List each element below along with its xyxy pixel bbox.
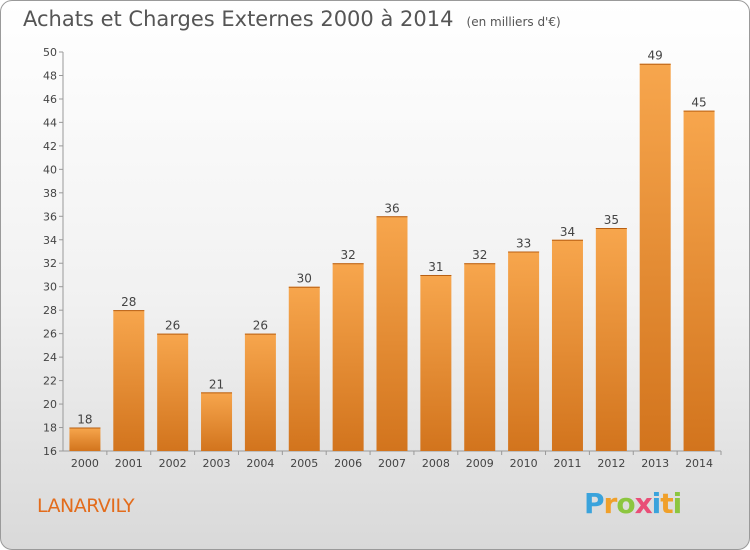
- logo-letter: t: [660, 487, 673, 520]
- data-label: 18: [77, 413, 92, 427]
- bar: [69, 427, 101, 451]
- x-tick-label: 2008: [422, 457, 450, 470]
- data-label: 36: [384, 201, 399, 215]
- data-label: 26: [253, 319, 268, 333]
- bar: [332, 263, 364, 451]
- logo-letter: i: [672, 487, 683, 520]
- logo-letter: i: [651, 487, 662, 520]
- x-tick-label: 2007: [378, 457, 406, 470]
- bar: [683, 110, 715, 452]
- x-tick-label: 2002: [159, 457, 187, 470]
- data-label: 34: [560, 225, 575, 239]
- bar: [639, 63, 671, 452]
- bar: [376, 216, 408, 451]
- x-tick-label: 2006: [334, 457, 362, 470]
- chart-title-main: Achats et Charges Externes 2000 à 2014: [23, 7, 454, 31]
- y-tick-label: 28: [43, 304, 57, 317]
- logo-letter: x: [634, 487, 653, 520]
- bar: [157, 333, 189, 451]
- y-tick-label: 44: [43, 116, 57, 129]
- x-tick-label: 2005: [290, 457, 318, 470]
- data-label: 33: [516, 237, 531, 251]
- x-tick-label: 2009: [466, 457, 494, 470]
- x-tick-label: 2012: [597, 457, 625, 470]
- y-tick-label: 30: [43, 281, 57, 294]
- bar: [420, 274, 452, 451]
- bar: [113, 310, 145, 451]
- chart-unit-note: (en milliers d'€): [466, 15, 561, 29]
- bar: [464, 263, 496, 451]
- y-tick-label: 50: [43, 46, 57, 59]
- x-tick-label: 2013: [641, 457, 669, 470]
- proxiti-logo[interactable]: Proxiti: [584, 487, 683, 520]
- data-label: 31: [428, 260, 443, 274]
- y-tick-label: 32: [43, 257, 57, 270]
- y-tick-label: 22: [43, 375, 57, 388]
- y-tick-label: 46: [43, 93, 57, 106]
- data-label: 30: [297, 272, 312, 286]
- bar: [288, 286, 320, 451]
- y-tick-label: 36: [43, 210, 57, 223]
- y-tick-label: 16: [43, 445, 57, 458]
- bar: [508, 251, 540, 451]
- x-tick-label: 2000: [71, 457, 99, 470]
- y-tick-label: 24: [43, 351, 57, 364]
- x-tick-label: 2011: [553, 457, 581, 470]
- y-tick-label: 34: [43, 234, 57, 247]
- bar: [244, 333, 276, 451]
- data-label: 26: [165, 319, 180, 333]
- data-label: 49: [648, 49, 663, 63]
- y-tick-label: 20: [43, 398, 57, 411]
- data-label: 35: [604, 213, 619, 227]
- x-tick-label: 2001: [115, 457, 143, 470]
- bar: [595, 228, 627, 451]
- logo-letter: r: [603, 487, 618, 520]
- bar: [201, 392, 233, 451]
- chart-title: Achats et Charges Externes 2000 à 2014 (…: [23, 7, 561, 31]
- y-tick-label: 38: [43, 187, 57, 200]
- y-tick-label: 26: [43, 328, 57, 341]
- data-label: 28: [121, 295, 136, 309]
- x-tick-label: 2010: [510, 457, 538, 470]
- x-tick-label: 2004: [246, 457, 274, 470]
- data-label: 32: [472, 248, 487, 262]
- logo-letter: o: [616, 487, 635, 520]
- data-label: 45: [691, 96, 706, 110]
- commune-name: LANARVILY: [37, 495, 135, 517]
- logo-letter: P: [584, 487, 605, 520]
- x-tick-label: 2014: [685, 457, 713, 470]
- y-tick-label: 40: [43, 163, 57, 176]
- y-tick-label: 42: [43, 140, 57, 153]
- x-tick-label: 2003: [203, 457, 231, 470]
- bar: [551, 239, 583, 451]
- y-tick-label: 48: [43, 69, 57, 82]
- data-label: 32: [340, 248, 355, 262]
- y-tick-label: 18: [43, 422, 57, 435]
- data-label: 21: [209, 377, 224, 391]
